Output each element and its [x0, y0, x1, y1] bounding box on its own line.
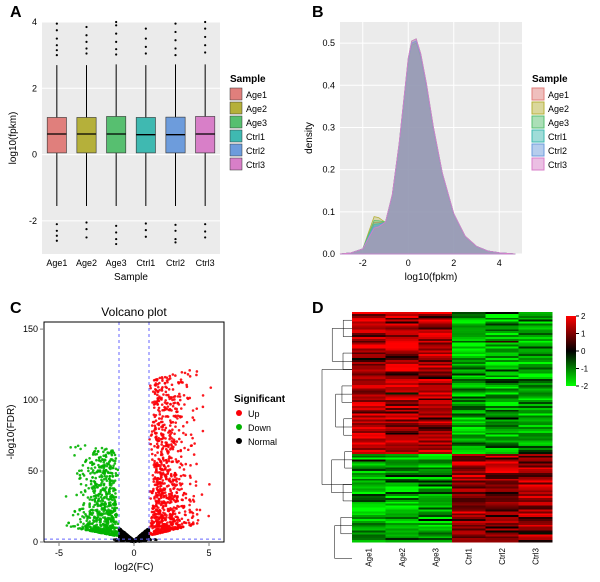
svg-text:density: density [304, 122, 315, 154]
svg-text:0: 0 [33, 537, 38, 547]
svg-text:Normal: Normal [248, 437, 277, 447]
svg-text:Down: Down [248, 423, 271, 433]
svg-text:Ctrl3: Ctrl3 [196, 258, 215, 268]
svg-text:-2: -2 [581, 382, 589, 391]
svg-text:0.1: 0.1 [322, 207, 335, 217]
svg-text:Age3: Age3 [548, 118, 569, 128]
svg-text:Ctrl2: Ctrl2 [548, 146, 567, 156]
svg-text:4: 4 [32, 17, 37, 27]
svg-text:2: 2 [581, 312, 586, 321]
svg-text:-1: -1 [581, 365, 589, 374]
panel-a-boxplot: -2 0 2 4 Age1 Age2 Age3 Ctrl1 Ctrl2 Ctrl3 Sample lo… [0, 6, 300, 296]
svg-text:Age2: Age2 [398, 547, 407, 566]
svg-text:50: 50 [28, 466, 38, 476]
svg-text:Age3: Age3 [246, 118, 267, 128]
svg-text:Ctrl1: Ctrl1 [246, 132, 265, 142]
svg-text:Ctrl2: Ctrl2 [498, 547, 507, 564]
svg-text:Ctrl3: Ctrl3 [548, 160, 567, 170]
svg-text:Age3: Age3 [431, 547, 440, 566]
panel-d-heatmap: Age1 Age2 Age3 Ctrl1 Ctrl2 Ctrl3 -2 -1 0 1 2 [300, 300, 600, 582]
svg-text:0.2: 0.2 [322, 165, 335, 175]
svg-text:Age1: Age1 [548, 90, 569, 100]
svg-text:0.5: 0.5 [322, 38, 335, 48]
svg-text:Volcano plot: Volcano plot [101, 305, 167, 319]
panel-b-density: -2 0 2 4 0.0 0.1 0.2 0.3 0.4 0.5 log10(fpkm) densit… [300, 6, 600, 296]
svg-text:0.0: 0.0 [322, 249, 335, 259]
svg-text:-log10(FDR): -log10(FDR) [6, 404, 17, 459]
svg-text:100: 100 [23, 395, 38, 405]
svg-text:Sample: Sample [114, 272, 148, 283]
svg-text:Ctrl3: Ctrl3 [246, 160, 265, 170]
svg-text:-2: -2 [359, 258, 367, 268]
svg-text:Ctrl3: Ctrl3 [531, 547, 540, 564]
svg-text:Sample: Sample [532, 74, 568, 85]
svg-text:0: 0 [32, 150, 37, 160]
svg-text:2: 2 [32, 83, 37, 93]
svg-text:Age1: Age1 [365, 547, 374, 566]
svg-text:Ctrl1: Ctrl1 [465, 547, 474, 564]
svg-text:log2(FC): log2(FC) [115, 562, 154, 573]
svg-text:0: 0 [131, 548, 136, 558]
svg-text:150: 150 [23, 324, 38, 334]
svg-text:Sample: Sample [230, 74, 266, 85]
svg-text:Age3: Age3 [106, 258, 127, 268]
svg-text:-2: -2 [29, 216, 37, 226]
panel-c-volcano: -505050100150Volcano plotlog2(FC)-log10(… [0, 300, 300, 582]
svg-text:Age2: Age2 [548, 104, 569, 114]
svg-text:Ctrl2: Ctrl2 [246, 146, 265, 156]
svg-text:Age2: Age2 [246, 104, 267, 114]
svg-text:0: 0 [406, 258, 411, 268]
svg-text:0: 0 [581, 347, 586, 356]
svg-text:log10(fpkm): log10(fpkm) [405, 272, 458, 283]
svg-text:5: 5 [206, 548, 211, 558]
svg-text:Age2: Age2 [76, 258, 97, 268]
svg-text:Ctrl1: Ctrl1 [548, 132, 567, 142]
svg-text:Age1: Age1 [46, 258, 67, 268]
svg-text:0.3: 0.3 [322, 122, 335, 132]
svg-text:Ctrl2: Ctrl2 [166, 258, 185, 268]
svg-text:Ctrl1: Ctrl1 [136, 258, 155, 268]
svg-text:4: 4 [497, 258, 502, 268]
svg-text:-5: -5 [55, 548, 63, 558]
svg-text:1: 1 [581, 330, 586, 339]
svg-text:0.4: 0.4 [322, 80, 335, 90]
svg-text:Significant: Significant [234, 394, 286, 405]
svg-text:log10(fpkm): log10(fpkm) [8, 112, 19, 165]
svg-text:Age1: Age1 [246, 90, 267, 100]
svg-text:Up: Up [248, 409, 260, 419]
svg-text:2: 2 [451, 258, 456, 268]
